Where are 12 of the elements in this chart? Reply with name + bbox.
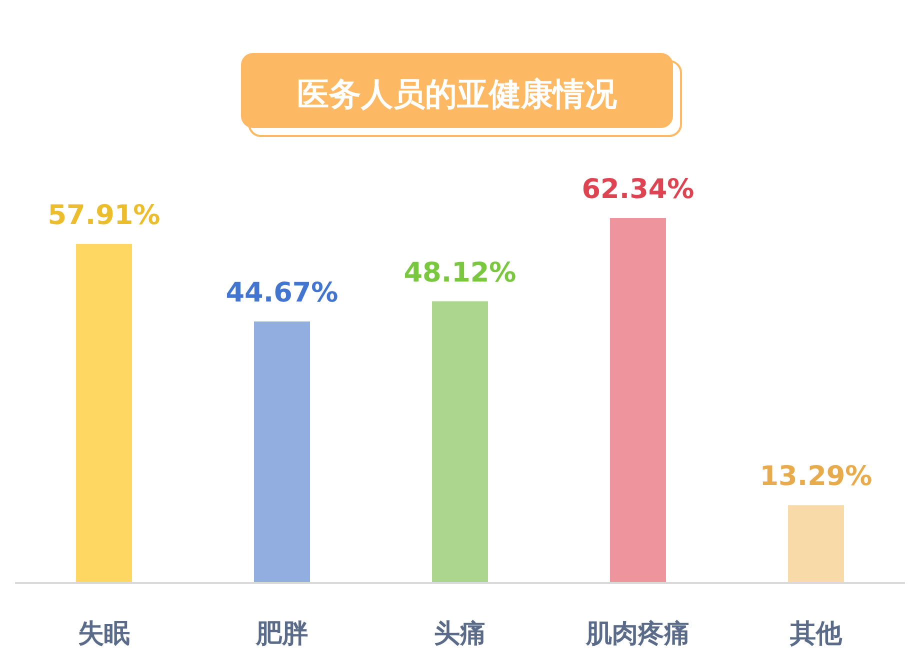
x-tick-label: 其他 [789, 619, 843, 649]
x-tick-label: 肌肉疼痛 [585, 619, 690, 649]
chart-title: 医务人员的亚健康情况 [297, 75, 618, 113]
data-label: 48.12% [404, 257, 516, 288]
x-tick-label: 肥胖 [255, 619, 308, 649]
x-tick-label: 头痛 [434, 619, 486, 649]
data-label: 44.67% [226, 277, 338, 308]
data-label: 13.29% [760, 461, 872, 492]
data-label: 62.34% [582, 174, 694, 205]
x-tick-label: 失眠 [78, 619, 130, 649]
title: 医务人员的亚健康情况 [241, 53, 682, 137]
data-label: 57.91% [48, 200, 160, 231]
